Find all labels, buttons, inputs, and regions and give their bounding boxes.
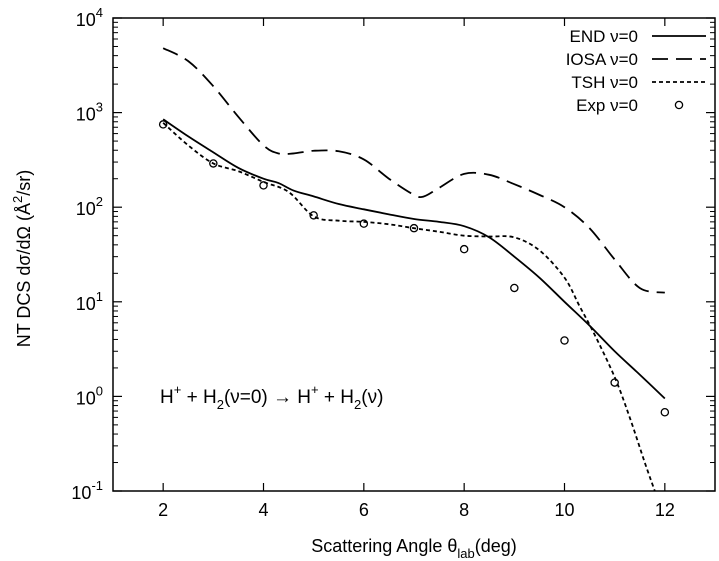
exp-data-point xyxy=(660,407,670,417)
x-tick-label: 6 xyxy=(359,500,369,520)
x-tick-label: 4 xyxy=(258,500,268,520)
y-tick-label: 104 xyxy=(76,5,103,30)
series-layer xyxy=(158,47,670,492)
y-tick-label: 100 xyxy=(76,383,103,408)
exp-data-point xyxy=(158,120,168,129)
plot-frame xyxy=(112,17,716,492)
y-axis-label: NT DCS dσ/dΩ (Å2/sr) xyxy=(10,170,34,348)
exp-data-point xyxy=(610,378,619,387)
x-axis-label: Scattering Angle θlab(deg) xyxy=(311,536,517,561)
y-tick-label: 10-1 xyxy=(71,478,103,503)
exp-data-point xyxy=(209,159,218,168)
end-series-line xyxy=(162,118,666,400)
legend-label-exp: Exp ν=0 xyxy=(576,96,638,115)
exp-data-point xyxy=(409,223,419,233)
exp-data-point xyxy=(309,211,318,220)
exp-data-point xyxy=(510,283,519,293)
x-tick-label: 8 xyxy=(459,500,469,520)
tsh-series-line xyxy=(162,122,656,492)
x-tick-label: 12 xyxy=(655,500,675,520)
exp-data-point xyxy=(259,181,268,190)
exp-data-point xyxy=(359,219,369,228)
y-tick-label: 101 xyxy=(76,289,103,314)
exp-data-point xyxy=(560,336,569,345)
iosa-series-line xyxy=(162,47,665,294)
legend-label-iosa: IOSA ν=0 xyxy=(566,50,638,69)
exp-data-point xyxy=(459,244,469,254)
reaction-annotation: H+​ + H2​(ν=0) → H+​ + H2​(ν) xyxy=(160,382,383,412)
x-tick-label: 2 xyxy=(158,500,168,520)
axis-ticks: 2 4 6 8 10 12 10-1 100 101 102 103 104 xyxy=(71,5,715,520)
x-tick-label: 10 xyxy=(554,500,574,520)
y-tick-label: 103 xyxy=(76,100,103,125)
legend-label-end: END ν=0 xyxy=(570,27,639,46)
legend: END ν=0 IOSA ν=0 TSH ν=0 Exp ν=0 xyxy=(566,27,706,115)
y-tick-label: 102 xyxy=(76,194,103,219)
legend-label-tsh: TSH ν=0 xyxy=(571,73,638,92)
legend-marker-exp xyxy=(674,100,684,110)
